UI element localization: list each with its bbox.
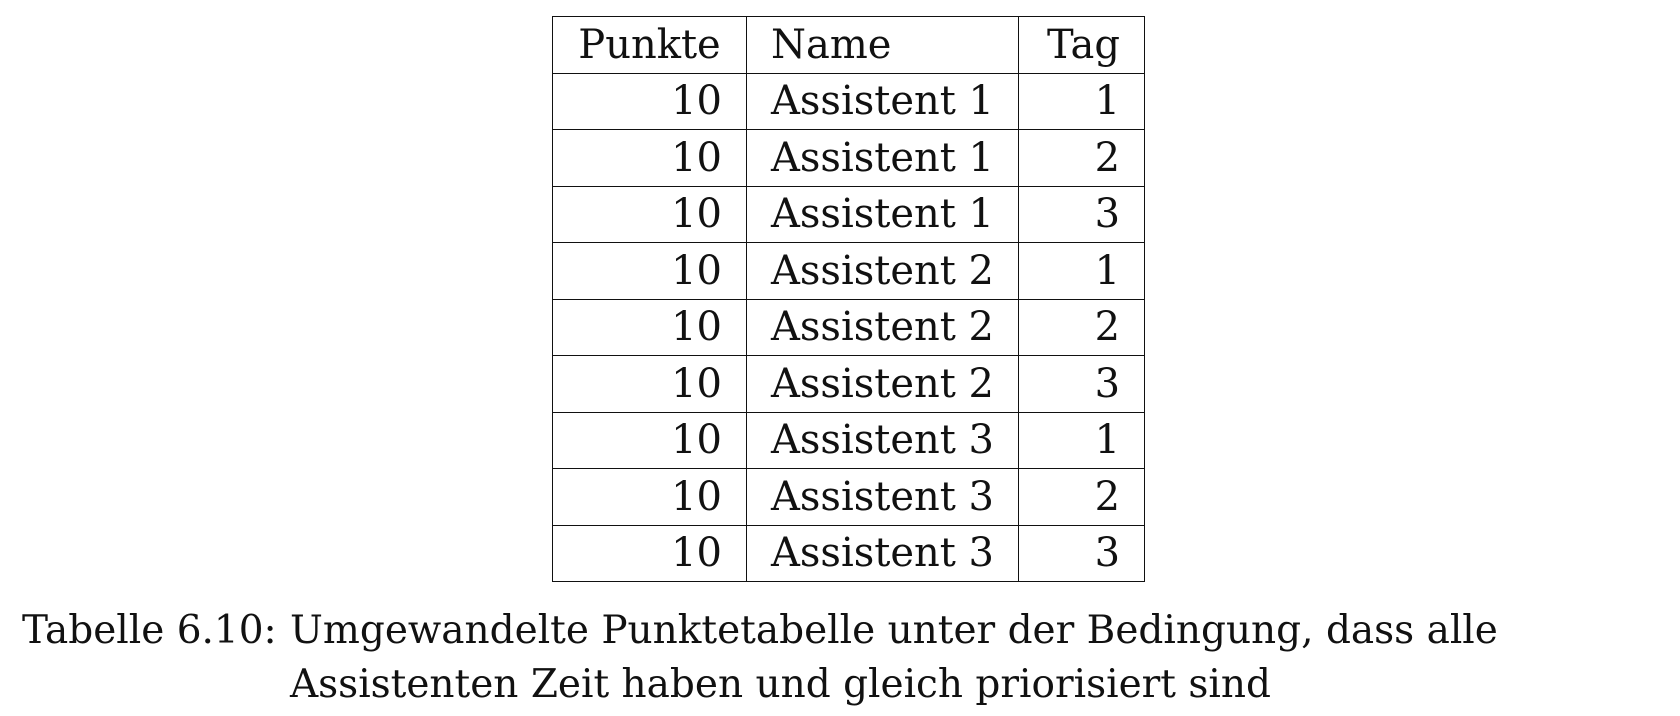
caption-label: Tabelle 6.10: [22, 608, 277, 653]
table-row: 10 Assistent 1 3 [552, 185, 1146, 243]
cell-punkte: 10 [552, 185, 747, 243]
cell-name: Assistent 3 [745, 468, 1020, 526]
cell-tag: 1 [1018, 242, 1146, 300]
cell-name: Assistent 2 [745, 242, 1020, 300]
header-punkte: Punkte [552, 16, 747, 74]
table-header-row: Punkte Name Tag [552, 16, 1146, 74]
cell-tag: 2 [1018, 468, 1146, 526]
cell-name: Assistent 2 [745, 355, 1020, 413]
table-row: 10 Assistent 2 2 [552, 298, 1146, 356]
table-row: 10 Assistent 3 1 [552, 411, 1146, 469]
table-row: 10 Assistent 3 2 [552, 468, 1146, 526]
cell-punkte: 10 [552, 242, 747, 300]
header-name: Name [745, 16, 1020, 74]
cell-name: Assistent 1 [745, 129, 1020, 187]
cell-name: Assistent 3 [745, 524, 1020, 582]
cell-name: Assistent 1 [745, 185, 1020, 243]
cell-name: Assistent 3 [745, 411, 1020, 469]
table-row: 10 Assistent 2 3 [552, 355, 1146, 413]
table-row: 10 Assistent 2 1 [552, 242, 1146, 300]
cell-tag: 3 [1018, 524, 1146, 582]
cell-punkte: 10 [552, 129, 747, 187]
header-tag: Tag [1018, 16, 1146, 74]
cell-punkte: 10 [552, 411, 747, 469]
cell-tag: 1 [1018, 72, 1146, 130]
cell-tag: 1 [1018, 411, 1146, 469]
cell-tag: 2 [1018, 298, 1146, 356]
cell-tag: 3 [1018, 185, 1146, 243]
cell-punkte: 10 [552, 355, 747, 413]
points-table: Punkte Name Tag 10 Assistent 1 1 10 Assi… [552, 16, 1146, 582]
cell-name: Assistent 1 [745, 72, 1020, 130]
caption-text: Umgewandelte Punktetabelle unter der Bed… [290, 608, 1498, 707]
cell-punkte: 10 [552, 298, 747, 356]
cell-punkte: 10 [552, 468, 747, 526]
cell-tag: 3 [1018, 355, 1146, 413]
cell-name: Assistent 2 [745, 298, 1020, 356]
table-row: 10 Assistent 3 3 [552, 524, 1146, 582]
cell-punkte: 10 [552, 524, 747, 582]
cell-punkte: 10 [552, 72, 747, 130]
cell-tag: 2 [1018, 129, 1146, 187]
table-row: 10 Assistent 1 2 [552, 129, 1146, 187]
table-row: 10 Assistent 1 1 [552, 72, 1146, 130]
